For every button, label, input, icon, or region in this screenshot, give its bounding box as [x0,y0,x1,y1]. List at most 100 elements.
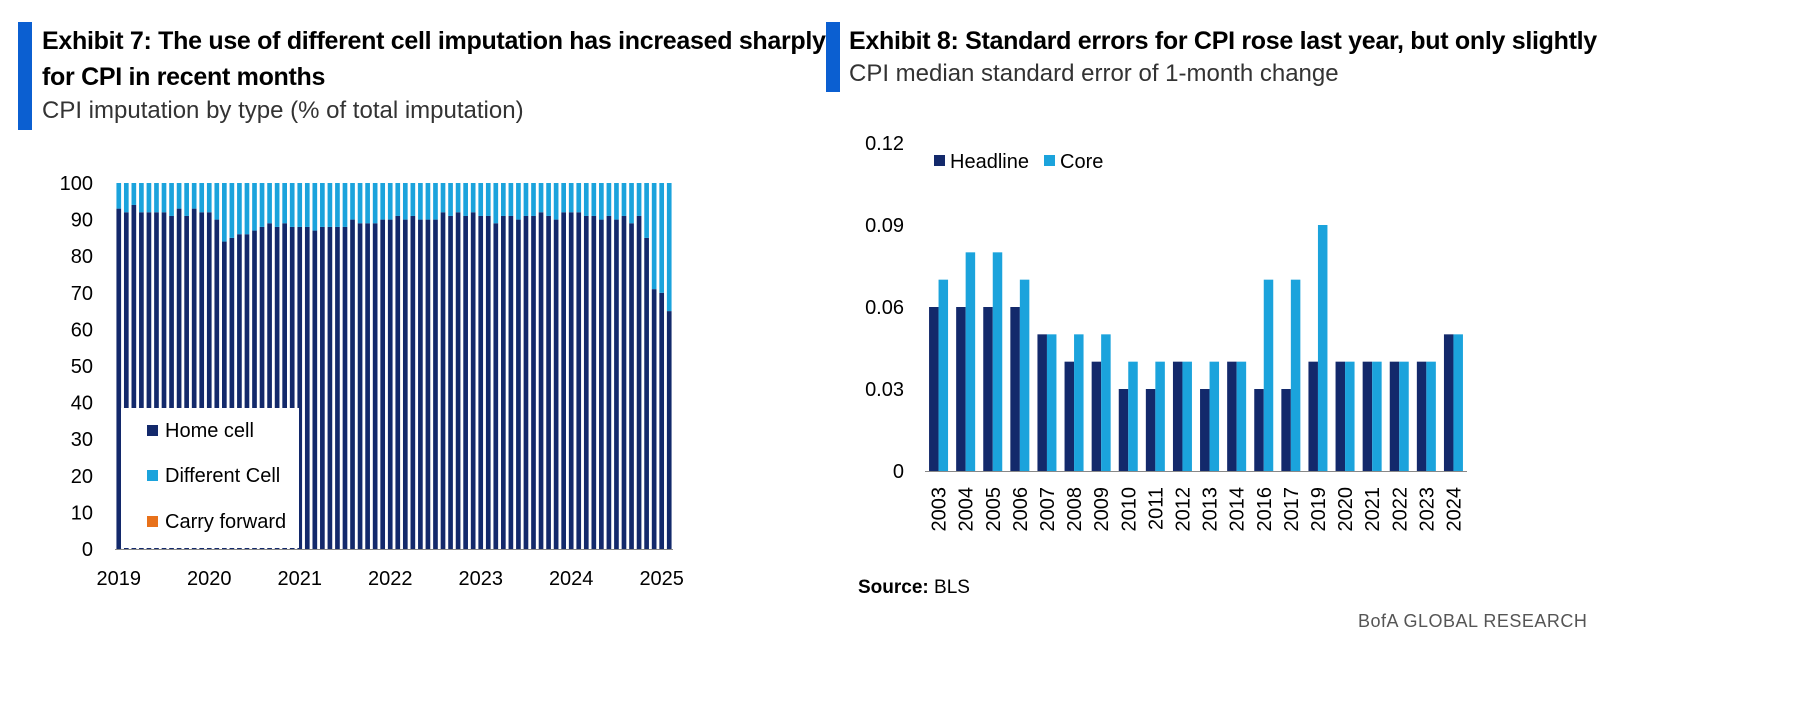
bar-headline [1443,334,1454,471]
bar-different-cell [666,183,672,312]
bar-core [1426,361,1436,471]
bar-home-cell [214,219,220,549]
bar-different-cell [372,183,378,224]
bar-home-cell [418,219,423,549]
exhibit-8-x-tick-label: 2014 [1227,487,1249,532]
bar-different-cell [154,183,159,213]
bar-headline [1037,334,1047,471]
bar-different-cell [342,183,348,227]
exhibit-8-x-tick-label: 2003 [929,487,951,532]
exhibit-7-x-tick-label: 2022 [368,568,413,590]
exhibit-7-x-tick-label: 2019 [97,568,142,590]
bar-different-cell [259,183,265,227]
bar-different-cell [289,183,295,227]
bar-headline [1064,361,1075,471]
bar-home-cell [508,215,514,549]
bar-different-cell [591,183,597,216]
exhibit-7-y-tick-label: 40 [71,393,93,415]
bar-headline [1362,361,1373,471]
bar-headline [1172,361,1183,471]
bar-different-cell [357,183,363,224]
bar-core [1101,334,1111,471]
bar-different-cell [568,183,574,213]
bar-home-cell [274,226,280,550]
legend-label-headline: Headline [950,151,1029,173]
legend-label-different-cell: Different Cell [165,465,280,487]
exhibit-8-y-tick-label: 0.12 [865,133,904,155]
bar-different-cell [327,183,333,227]
bar-home-cell [485,215,491,549]
bar-core [1128,361,1138,471]
exhibit-7-y-tick-label: 0 [82,539,93,561]
bar-core [1209,361,1220,471]
bar-different-cell [131,183,137,205]
bar-home-cell [470,212,476,549]
exhibit-7-x-tick-label: 2024 [549,568,594,590]
bar-home-cell [206,212,212,549]
bar-home-cell [493,223,499,549]
bar-headline [1200,389,1210,471]
bar-home-cell [553,219,559,549]
bar-home-cell [312,230,318,549]
bar-home-cell [387,219,393,549]
bar-home-cell [222,241,227,549]
bar-home-cell [357,223,363,549]
bar-different-cell [267,183,272,224]
exhibit-8-y-tick-label: 0 [893,461,904,483]
exhibit-8-accent-bar-visible [826,22,840,92]
exhibit-7-y-tick-label: 20 [71,466,93,488]
legend-swatch-core [1044,155,1055,166]
exhibit-8-x-tick-label: 2007 [1037,487,1059,532]
exhibit-8-x-tick-label: 2020 [1335,487,1357,532]
exhibit-8-x-tick-label: 2010 [1118,487,1140,532]
exhibit-7-x-tick-label: 2021 [277,568,322,590]
bar-home-cell [576,212,582,549]
bar-home-cell [538,212,544,549]
bar-different-cell [146,183,152,213]
exhibit-8-x-tick-label: 2023 [1416,487,1438,532]
bar-headline [1335,361,1346,471]
bar-different-cell [365,183,370,224]
source-label: Source: [858,577,929,598]
legend-swatch-carry-forward [147,516,158,527]
bar-core [1399,361,1409,471]
bar-different-cell [448,183,453,216]
bar-home-cell [629,223,634,549]
bar-different-cell [644,183,649,238]
bar-different-cell [531,183,536,216]
bar-home-cell [123,212,129,549]
bar-home-cell [651,289,657,549]
bar-core [1182,361,1192,471]
exhibit-8-x-tick-label: 2005 [983,487,1005,532]
bar-home-cell [568,212,574,549]
bar-different-cell [546,183,551,216]
bar-different-cell [440,183,446,213]
bar-different-cell [614,183,619,220]
bar-core [1345,361,1355,471]
bar-home-cell [531,215,536,549]
exhibit-8-y-tick-label: 0.06 [865,297,904,319]
exhibit-7-panel: Exhibit 7: The use of different cell imp… [0,0,900,722]
bar-different-cell [418,183,423,220]
bar-home-cell [282,223,287,549]
bar-different-cell [116,183,122,209]
bar-headline [1416,361,1427,471]
bar-different-cell [350,183,355,220]
bar-home-cell [199,212,205,549]
bar-different-cell [470,183,476,213]
bar-home-cell [342,226,348,550]
exhibit-8-chart: 00.030.060.090.12 2003 2004 2005 2006 2007 20… [865,133,1467,532]
bar-different-cell [485,183,491,216]
bar-home-cell [380,219,386,549]
legend-swatch-home-cell [147,425,158,436]
bar-different-cell [395,183,401,216]
bar-different-cell [335,183,340,227]
bar-core [1263,279,1274,471]
exhibit-8-x-tick-label: 2006 [1010,487,1032,532]
exhibit-7-x-tick-label: 2020 [187,568,232,590]
bar-different-cell [523,183,529,216]
exhibit-8-x-tick-label: 2008 [1064,487,1086,532]
bar-headline [1308,361,1318,471]
bar-core [1236,361,1247,471]
bar-home-cell [591,215,597,549]
